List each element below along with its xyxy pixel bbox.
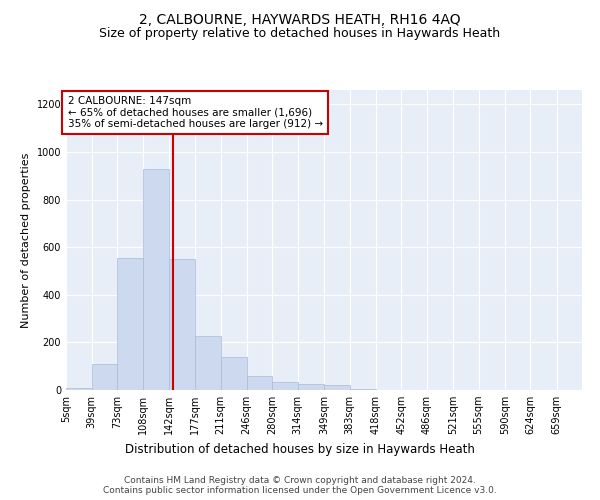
Bar — [247, 376, 272, 390]
Text: Contains HM Land Registry data © Crown copyright and database right 2024.
Contai: Contains HM Land Registry data © Crown c… — [103, 476, 497, 495]
Bar — [66, 388, 91, 390]
Bar — [324, 385, 349, 390]
Text: 2, CALBOURNE, HAYWARDS HEATH, RH16 4AQ: 2, CALBOURNE, HAYWARDS HEATH, RH16 4AQ — [139, 12, 461, 26]
Bar — [91, 364, 117, 390]
Bar — [221, 356, 247, 390]
Bar — [349, 389, 376, 390]
Y-axis label: Number of detached properties: Number of detached properties — [21, 152, 31, 328]
Text: Distribution of detached houses by size in Haywards Heath: Distribution of detached houses by size … — [125, 442, 475, 456]
Bar — [272, 382, 298, 390]
Bar — [117, 258, 143, 390]
Bar — [195, 336, 221, 390]
Text: Size of property relative to detached houses in Haywards Heath: Size of property relative to detached ho… — [100, 28, 500, 40]
Bar — [143, 168, 169, 390]
Text: 2 CALBOURNE: 147sqm
← 65% of detached houses are smaller (1,696)
35% of semi-det: 2 CALBOURNE: 147sqm ← 65% of detached ho… — [67, 96, 323, 129]
Bar — [169, 259, 195, 390]
Bar — [298, 384, 324, 390]
